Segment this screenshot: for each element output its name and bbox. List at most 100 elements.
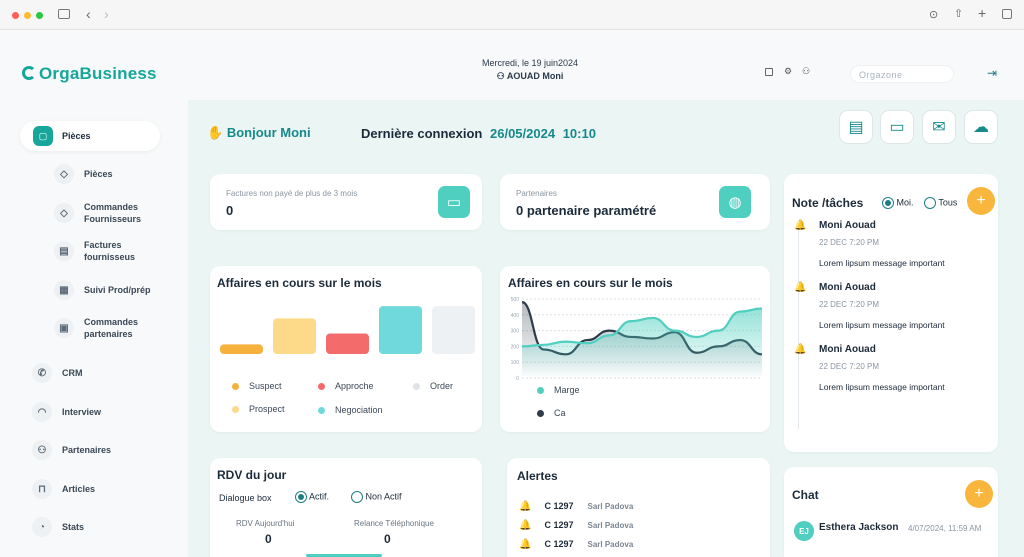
logo-mark-icon <box>22 66 36 80</box>
option-active[interactable]: Actif. <box>295 491 329 503</box>
tabs-overview-icon[interactable] <box>1002 9 1012 19</box>
radio-all[interactable] <box>924 197 936 209</box>
alerts-title: Alertes <box>517 469 558 483</box>
sidebar-item-articles[interactable]: ⊓ Articles <box>32 479 95 499</box>
y-tick-label: 100 <box>511 360 520 366</box>
back-icon[interactable]: ‹ <box>86 6 91 22</box>
legend-marge: Marge <box>537 385 580 395</box>
calendar-icon[interactable] <box>765 68 773 76</box>
new-tab-icon[interactable]: + <box>978 5 987 21</box>
sidebar-item-factures-fournisseurs[interactable]: ▤ Factures fournisseus <box>54 239 135 263</box>
current-date: Mercredi, le 19 juin2024 <box>481 58 579 68</box>
radio-inactive[interactable] <box>351 491 363 503</box>
headset-icon: ◠ <box>32 402 52 422</box>
phone-followup-label: Relance Téléphonique <box>354 519 434 528</box>
app-header <box>0 30 1024 100</box>
option-inactive[interactable]: Non Actif <box>351 491 402 503</box>
sidebar-item-label: Pièces <box>62 131 91 141</box>
inbox-icon[interactable]: ▭ <box>880 110 914 144</box>
header-date-user: Mercredi, le 19 juin2024 ⚇ AOUAD Moni <box>440 58 620 82</box>
profile-card-icon[interactable]: ▤ <box>839 110 873 144</box>
users-icon: ⚇ <box>32 440 52 460</box>
sidebar-item-label: Commandes partenaires <box>84 317 139 339</box>
sidebar-item-partenaires[interactable]: ⚇ Partenaires <box>32 440 111 460</box>
settings-icon[interactable]: ⚙ <box>784 66 793 76</box>
sidebar-item-stats[interactable]: ◔ Stats <box>32 517 84 537</box>
area-chart: 0 100 200 300 400 500 <box>511 297 763 381</box>
cube-icon: ◇ <box>54 203 74 223</box>
wallet-icon[interactable]: ▭ <box>438 186 470 218</box>
sidebar-toggle-icon[interactable] <box>58 9 70 19</box>
cloud-icon[interactable]: ☁ <box>964 110 998 144</box>
mail-icon[interactable]: ✉ <box>922 110 956 144</box>
cube-icon: ◇ <box>54 164 74 184</box>
sidebar-item-label: Commandes Fournisseurs <box>84 202 142 224</box>
globe-icon[interactable]: ◍ <box>719 186 751 218</box>
legend-ca: Ca <box>537 408 566 418</box>
search-placeholder: Orgazone <box>859 70 903 80</box>
logo[interactable]: OrgaBusiness <box>22 64 157 84</box>
sidebar-item-commandes-fournisseurs[interactable]: ◇ Commandes Fournisseurs <box>54 201 141 225</box>
team-icon[interactable]: ⚇ <box>802 66 811 76</box>
y-tick-label: 0 <box>516 376 519 381</box>
alerts-card: Alertes 🔔 C 1297 Sarl Padova 🔔 C 1297 Sarl P… <box>507 458 770 557</box>
bell-icon: 🔔 <box>519 539 532 550</box>
close-window-icon[interactable] <box>12 12 19 19</box>
sidebar-item-interview[interactable]: ◠ Interview <box>32 402 101 422</box>
sidebar-item-label: Articles <box>62 484 96 494</box>
share-icon[interactable]: ⇧ <box>954 8 964 20</box>
sidebar-item-pieces-active[interactable]: ▢ Pièces <box>20 121 160 151</box>
search-input[interactable]: Orgazone <box>850 65 954 83</box>
download-icon[interactable]: ⊙ <box>929 9 939 21</box>
legend-approche: Approche <box>318 381 374 391</box>
last-connection-date: 26/05/2024 <box>490 126 556 141</box>
forward-icon[interactable]: › <box>104 6 109 22</box>
dialog-label: Dialogue box <box>219 493 272 503</box>
kpi-value: 0 <box>226 203 234 218</box>
kpi-card-unpaid: Factures non payé de plus de 3 mois 0 ▭ <box>210 174 482 230</box>
pie-icon: ◔ <box>32 517 52 537</box>
calendar-icon: ▦ <box>54 280 74 300</box>
bar-prospect <box>273 318 316 354</box>
sidebar-item-commandes-partenaires[interactable]: ▣ Commandes partenaires <box>54 316 138 340</box>
chat-contact-name[interactable]: Esthera Jackson <box>819 522 899 533</box>
filter-me[interactable]: Moi. <box>882 197 914 209</box>
chart-title: Affaires en cours sur le mois <box>508 276 673 290</box>
add-chat-button[interactable]: + <box>965 480 993 508</box>
sidebar-item-suivi-prod[interactable]: ▦ Suivi Prod/prép <box>54 280 151 300</box>
rdv-today-value: 0 <box>265 532 272 546</box>
rdv-card: RDV du jour Dialogue box Actif. Non Acti… <box>210 458 482 557</box>
alert-row[interactable]: 🔔 C 1297 Sarl Padova <box>519 520 634 531</box>
radio-active[interactable] <box>295 491 307 503</box>
area-marge <box>522 308 762 378</box>
invoice-icon: ▤ <box>54 241 74 261</box>
minimize-window-icon[interactable] <box>24 12 31 19</box>
sidebar-item-label: Suivi Prod/prép <box>84 285 151 295</box>
radio-me[interactable] <box>882 197 894 209</box>
sidebar-item-pieces[interactable]: ◇ Pièces <box>54 164 113 184</box>
logout-icon[interactable]: ⇥ <box>987 66 998 80</box>
current-user: AOUAD Moni <box>506 71 564 81</box>
sidebar-item-crm[interactable]: ✆ CRM <box>32 363 83 383</box>
alert-row[interactable]: 🔔 C 1297 Sarl Padova <box>519 539 634 550</box>
alert-row[interactable]: 🔔 C 1297 Sarl Padova <box>519 501 634 512</box>
user-icon: ⚇ <box>496 71 507 81</box>
legend-negociation: Negociation <box>318 405 383 415</box>
rdv-button[interactable] <box>306 554 382 557</box>
kpi-label: Partenaires <box>516 189 557 198</box>
sidebar-item-label: Interview <box>62 407 102 417</box>
logo-text: OrgaBusiness <box>39 64 157 83</box>
greeting-text: Bonjour Moni <box>226 125 311 140</box>
chat-card: Chat + EJ Esthera Jackson 4/07/2024, 11:… <box>784 467 998 557</box>
notes-card: Note /tâches Moi. Tous + 🔔 Moni Aouad 22… <box>784 174 998 452</box>
sidebar-item-label: Pièces <box>84 169 113 179</box>
wave-icon: ✋ <box>207 125 227 140</box>
bar-suspect <box>220 344 263 354</box>
bar-chart <box>220 306 475 354</box>
kpi-label: Factures non payé de plus de 3 mois <box>226 189 358 198</box>
filter-all[interactable]: Tous <box>924 197 957 209</box>
avatar[interactable]: EJ <box>794 521 814 541</box>
add-note-button[interactable]: + <box>967 187 995 215</box>
maximize-window-icon[interactable] <box>36 12 43 19</box>
last-connection: Dernière connexion 26/05/2024 10:10 <box>361 126 596 141</box>
